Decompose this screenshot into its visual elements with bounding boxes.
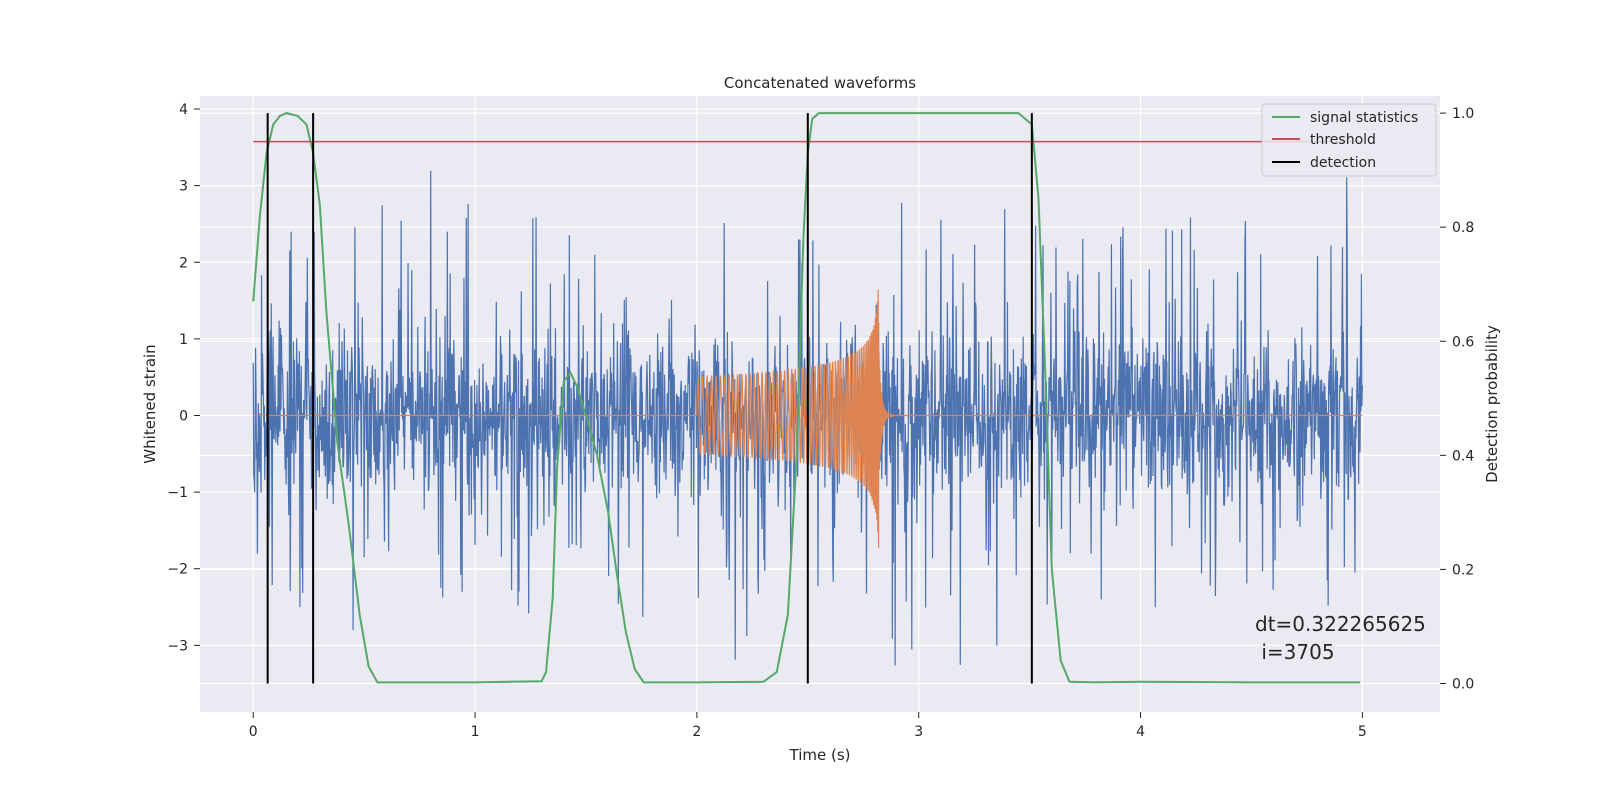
y-right-tick-label: 0.2 xyxy=(1452,562,1474,578)
y-left-tick-label: 1 xyxy=(179,332,188,348)
x-tick-label: 1 xyxy=(471,724,480,740)
y-left-tick-label: 2 xyxy=(179,255,188,271)
y-axis-left-label: Whitened strain xyxy=(141,344,159,463)
y-left-tick-label: −3 xyxy=(167,638,188,654)
y-left-tick-label: 0 xyxy=(179,408,188,424)
legend-label-threshold: threshold xyxy=(1310,132,1376,148)
y-right-tick-label: 0.0 xyxy=(1452,676,1474,692)
legend-box xyxy=(1261,103,1437,177)
ticks: 0 1 2 3 4 5 −3 −2 −1 0 1 2 3 4 0.0 0.2 0.4 0.6 0.8 1.0 xyxy=(167,102,1474,740)
legend: signal statistics threshold detection xyxy=(1261,103,1437,177)
x-tick-label: 5 xyxy=(1358,724,1367,740)
annotation-index: i=3705 xyxy=(1255,640,1335,664)
y-left-tick-label: −1 xyxy=(167,485,188,501)
x-axis-label: Time (s) xyxy=(789,746,851,764)
y-right-tick-label: 1.0 xyxy=(1452,106,1474,122)
y-left-tick-label: −2 xyxy=(167,562,188,578)
x-tick-label: 2 xyxy=(692,724,701,740)
x-tick-label: 4 xyxy=(1136,724,1145,740)
x-tick-label: 3 xyxy=(914,724,923,740)
y-axis-right-label: Detection probability xyxy=(1483,325,1501,483)
legend-label-detection: detection xyxy=(1310,155,1376,171)
annotation-dt: dt=0.322265625 xyxy=(1255,612,1426,636)
x-tick-label: 0 xyxy=(249,724,258,740)
y-right-tick-label: 0.4 xyxy=(1452,448,1474,464)
y-right-tick-label: 0.6 xyxy=(1452,334,1474,350)
template-waveform xyxy=(253,289,1363,549)
plot-content xyxy=(252,112,1363,684)
series-signal-statistics xyxy=(252,112,1361,684)
y-left-tick-label: 4 xyxy=(179,102,188,118)
y-left-tick-label: 3 xyxy=(179,179,188,195)
legend-label-signal-statistics: signal statistics xyxy=(1310,110,1418,126)
y-right-tick-label: 0.8 xyxy=(1452,220,1474,236)
series-layer xyxy=(252,112,1363,684)
chart-title: Concatenated waveforms xyxy=(724,74,916,92)
